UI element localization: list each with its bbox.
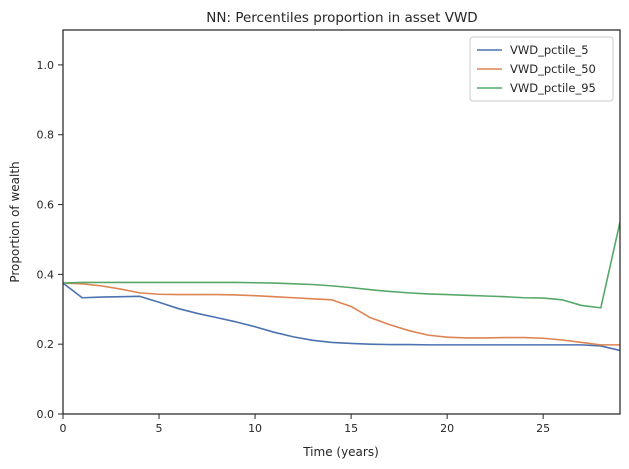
legend-box xyxy=(469,36,614,102)
x-tick-label: 15 xyxy=(344,422,358,435)
series-lines xyxy=(63,221,620,352)
chart-title: NN: Percentiles proportion in asset VWD xyxy=(206,10,477,26)
legend-label: VWD_pctile_95 xyxy=(510,81,596,95)
y-tick-label: 1.0 xyxy=(37,59,55,72)
y-tick-label: 0.0 xyxy=(37,408,55,421)
legend-label: VWD_pctile_50 xyxy=(510,62,596,76)
series-line-vwd-pctile-5 xyxy=(63,282,620,352)
legend: VWD_pctile_5 VWD_pctile_50 VWD_pctile_95 xyxy=(469,36,614,102)
legend-label: VWD_pctile_5 xyxy=(510,43,589,57)
x-tick-label: 20 xyxy=(440,422,454,435)
x-axis-label: Time (years) xyxy=(302,445,379,459)
y-tick-label: 0.8 xyxy=(37,129,55,142)
x-tick-label: 10 xyxy=(248,422,262,435)
x-tick-label: 5 xyxy=(156,422,163,435)
x-tick-label: 25 xyxy=(536,422,550,435)
y-axis: 0.0 0.2 0.4 0.6 0.8 1.0 xyxy=(37,59,63,421)
series-line-vwd-pctile-95 xyxy=(63,221,620,309)
series-line-vwd-pctile-50 xyxy=(63,282,620,346)
y-tick-label: 0.2 xyxy=(37,338,55,351)
plot-frame xyxy=(62,29,621,415)
x-tick-label: 0 xyxy=(60,422,67,435)
x-axis: 0 5 10 15 20 25 xyxy=(60,414,550,435)
y-axis-label: Proportion of wealth xyxy=(8,161,22,282)
y-tick-label: 0.6 xyxy=(37,199,55,212)
y-tick-label: 0.4 xyxy=(37,268,55,281)
